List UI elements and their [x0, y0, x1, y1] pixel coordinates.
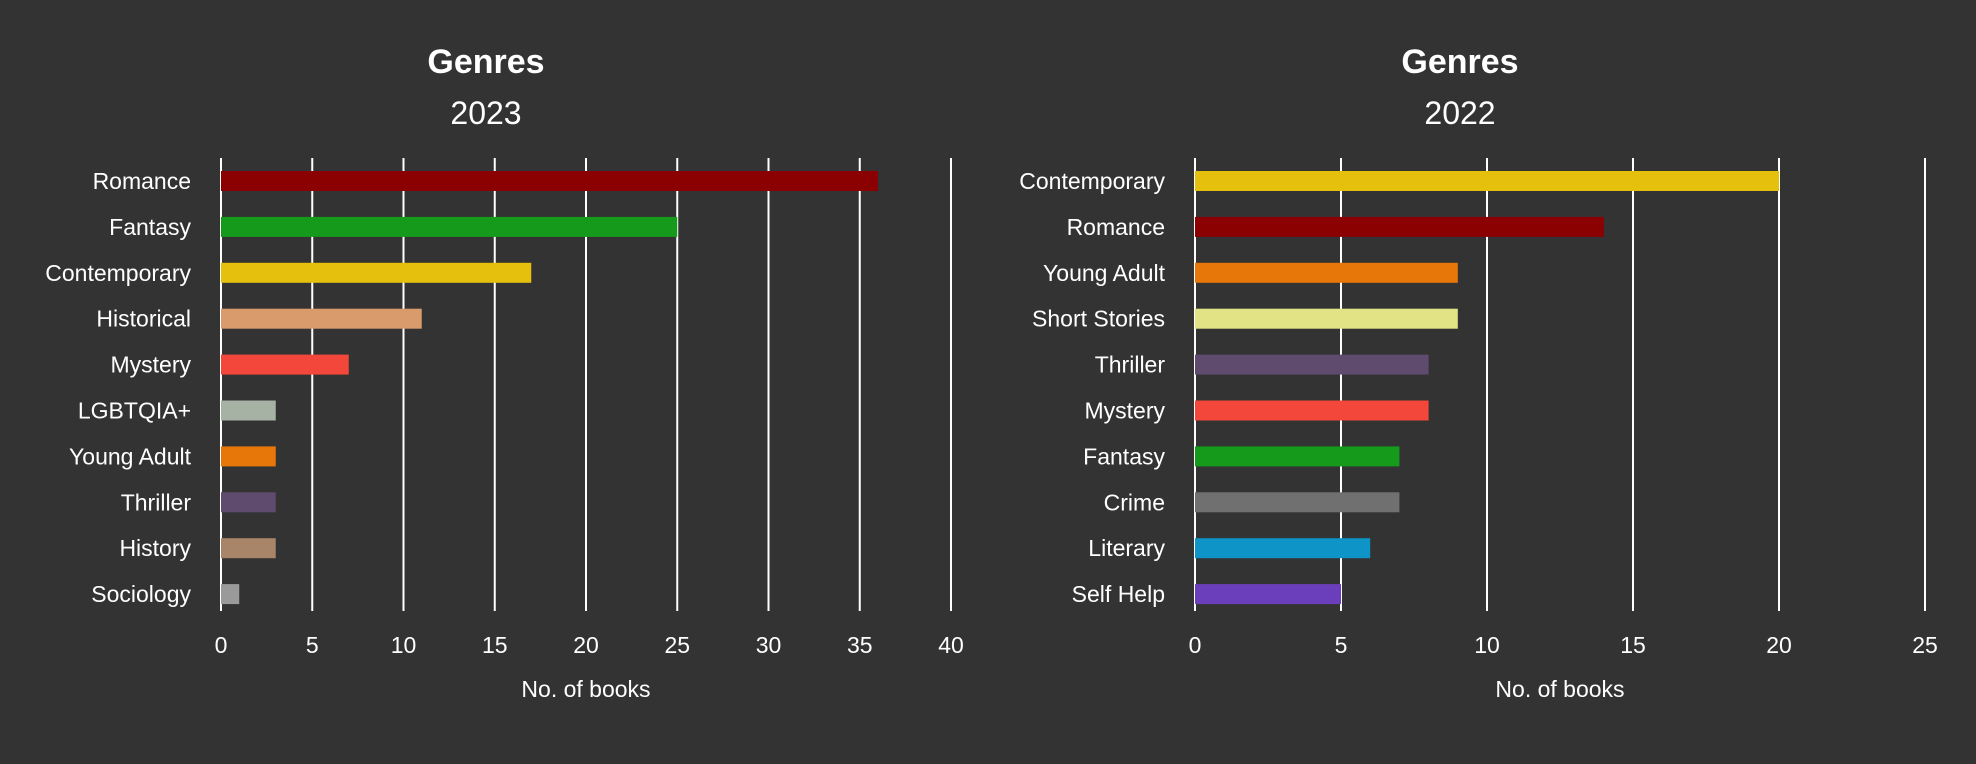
x-tick-label: 10: [1474, 632, 1500, 658]
x-tick-label: 35: [847, 632, 873, 658]
category-label: Literary: [1088, 535, 1165, 561]
bar: [1195, 354, 1429, 375]
x-tick-label: 5: [306, 632, 319, 658]
category-label: Contemporary: [45, 260, 191, 286]
category-label: Young Adult: [69, 443, 192, 469]
category-label: Short Stories: [1032, 306, 1165, 332]
category-label: Contemporary: [1019, 168, 1165, 194]
x-tick-label: 25: [664, 632, 690, 658]
category-labels: Contemporary Romance Young Adult Short Stor…: [1019, 168, 1165, 607]
bar: [221, 538, 276, 559]
bar: [221, 354, 349, 375]
bar: [221, 584, 240, 605]
category-label: Fantasy: [109, 214, 191, 240]
category-label: Self Help: [1072, 581, 1165, 607]
bar: [221, 492, 276, 513]
x-tick-labels: 0 5 10 15 20 25: [1189, 632, 1938, 658]
category-label: Thriller: [1095, 352, 1166, 378]
x-tick-label: 0: [215, 632, 228, 658]
x-tick-label: 20: [1766, 632, 1792, 658]
category-label: Historical: [96, 306, 191, 332]
x-tick-label: 25: [1912, 632, 1938, 658]
x-tick-label: 15: [482, 632, 508, 658]
chart-title: Genres: [427, 43, 544, 81]
bar: [1195, 584, 1341, 605]
category-label: Crime: [1104, 489, 1165, 515]
category-label: Fantasy: [1083, 443, 1165, 469]
bar: [221, 216, 678, 237]
bar: [221, 262, 532, 283]
x-tick-label: 40: [938, 632, 964, 658]
x-tick-labels: 0 5 10 15 20 25 30 35 40: [215, 632, 964, 658]
chart-subtitle: 2022: [1424, 95, 1495, 131]
bar: [221, 171, 878, 191]
x-axis-label: No. of books: [521, 676, 650, 702]
category-label: Mystery: [1085, 398, 1166, 424]
category-label: Thriller: [121, 489, 192, 515]
category-label: Young Adult: [1043, 260, 1166, 286]
bars: [1195, 171, 1779, 605]
x-tick-label: 15: [1620, 632, 1646, 658]
bar: [1195, 216, 1604, 237]
bar: [221, 446, 276, 467]
bar: [1195, 446, 1400, 467]
bar: [1195, 262, 1458, 283]
bar: [221, 308, 422, 329]
bar: [221, 400, 276, 421]
x-tick-label: 10: [391, 632, 417, 658]
category-label: LGBTQIA+: [78, 398, 191, 424]
chart-subtitle: 2023: [450, 95, 521, 131]
bar: [1195, 400, 1429, 421]
chart-title: Genres: [1401, 43, 1518, 81]
x-tick-label: 20: [573, 632, 599, 658]
category-label: Romance: [93, 168, 191, 194]
bar: [1195, 492, 1400, 513]
x-axis-label: No. of books: [1495, 676, 1624, 702]
chart-genres-2022: Genres 2022 Contemporary Romance Young Adu…: [1019, 43, 1938, 702]
category-label: Sociology: [91, 581, 191, 607]
bar: [1195, 308, 1458, 329]
x-tick-label: 30: [756, 632, 782, 658]
chart-genres-2023: Genres 2023 Romance Fantasy Contemporary Hi…: [45, 43, 964, 702]
bar: [1195, 538, 1371, 559]
category-label: History: [119, 535, 191, 561]
category-label: Romance: [1067, 214, 1165, 240]
bar: [1195, 171, 1779, 191]
bars: [221, 171, 878, 605]
category-label: Mystery: [111, 352, 192, 378]
x-tick-label: 0: [1189, 632, 1202, 658]
x-tick-label: 5: [1335, 632, 1348, 658]
category-labels: Romance Fantasy Contemporary Historical Myst…: [45, 168, 191, 607]
